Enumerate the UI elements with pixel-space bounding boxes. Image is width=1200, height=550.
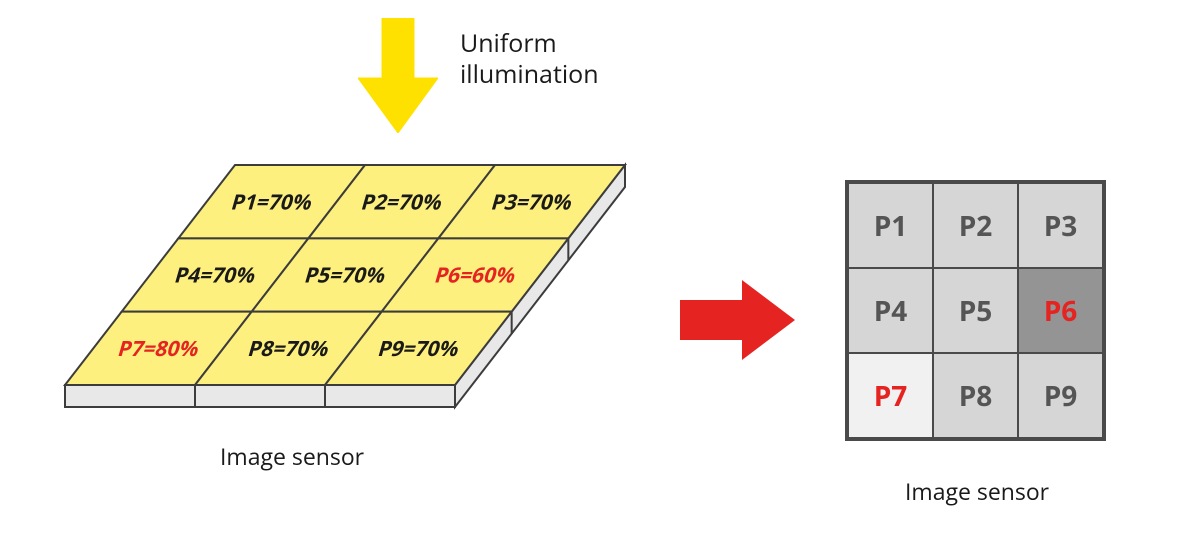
svg-text:P9=70%: P9=70% [375,334,463,362]
right-arrow-icon [680,280,795,360]
sensor-3d-caption: Image sensor [220,440,364,472]
svg-text:P7=80%: P7=80% [115,334,203,362]
grid-cell: P5 [933,268,1018,353]
svg-text:P3=70%: P3=70% [488,188,576,216]
svg-text:P4=70%: P4=70% [171,261,259,289]
grid-cell: P3 [1018,183,1103,268]
grid-cell: P4 [848,268,933,353]
flat-grid: P1P2P3 P4P5P6 P7P8P9 [845,180,1106,441]
svg-text:P2=70%: P2=70% [358,188,446,216]
svg-text:P6=60%: P6=60% [431,261,519,289]
sensor-3d: P1=70% P2=70% P3=70% P4=70% P5=70% P6=60% P7=8… [55,145,635,425]
svg-text:P5=70%: P5=70% [301,261,389,289]
svg-text:P1=70%: P1=70% [228,188,316,216]
illumination-label: Uniform illumination [460,28,599,91]
transition-arrow [680,280,795,360]
grid-cell: P8 [933,353,1018,438]
grid-cell: P2 [933,183,1018,268]
illum-line2: illumination [460,57,599,91]
grid-cell: P9 [1018,353,1103,438]
down-arrow-icon [358,18,438,133]
diagram-container: Uniform illumination P1=70%P2=70%P3=70%P… [0,0,1200,550]
svg-text:P8=70%: P8=70% [245,334,333,362]
flat-grid-caption: Image sensor [905,475,1049,507]
illum-line1: Uniform [460,26,557,60]
illumination-arrow [358,18,438,133]
grid-cell: P7 [848,353,933,438]
grid-cell: P6 [1018,268,1103,353]
grid-cell: P1 [848,183,933,268]
